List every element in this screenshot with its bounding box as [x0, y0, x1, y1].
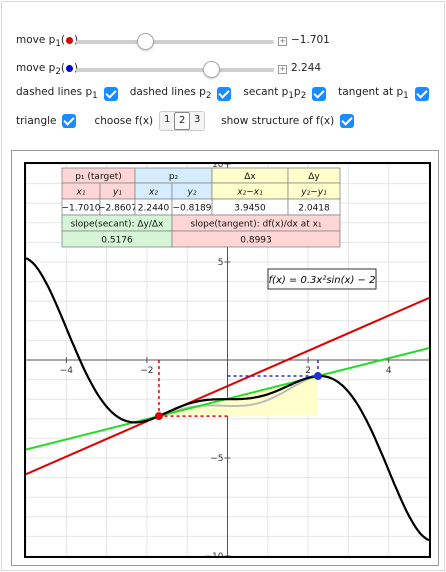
p1-point[interactable]: [154, 412, 163, 421]
secant-slope-label: slope(secant): Δy/Δx: [71, 220, 164, 230]
choose-f-option-3[interactable]: 3: [190, 112, 205, 130]
choose-f-option-2[interactable]: 2: [174, 112, 191, 130]
secant-checkbox[interactable]: [312, 86, 327, 101]
dashed-p1-checkbox[interactable]: [103, 86, 118, 101]
tangent-slope-value: 0.8993: [240, 236, 272, 246]
dashed-p2-label: dashed lines p2: [129, 86, 212, 102]
tangent-slope-value-cell: [171, 230, 341, 248]
x2-header: x₂: [148, 188, 158, 198]
p2-header: p₂: [169, 172, 179, 182]
p2-dot-icon: [66, 64, 74, 72]
x2-value: 2.2440: [138, 204, 170, 214]
structure-label: show structure of f(x): [221, 115, 335, 127]
p2-point[interactable]: [313, 372, 322, 381]
secant-slope-value: 0.5176: [101, 236, 133, 246]
checkbox-row-2: triangle choose f(x) 1 2 3 show structur…: [16, 111, 355, 131]
dy-formula: y₂−y₁: [300, 188, 327, 198]
dashed-p2-checkbox[interactable]: [217, 86, 232, 101]
checkbox-row-1: dashed lines p1 dashed lines p2 secant p…: [16, 86, 429, 101]
move-p1-slider-track[interactable]: [76, 40, 274, 44]
move-p1-row: move p1(): [16, 34, 78, 49]
move-p2-slider-thumb[interactable]: [202, 61, 220, 78]
move-p2-row: move p2(): [16, 62, 78, 77]
y1-value: −2.8607: [98, 204, 137, 214]
y2-value: −0.8189: [172, 204, 211, 214]
structure-checkbox[interactable]: [340, 114, 355, 128]
x-tick-label: −4: [60, 366, 74, 376]
p1-header: p₁ (target): [75, 172, 122, 182]
move-p2-expand-icon[interactable]: +: [278, 65, 287, 74]
choose-f-label: choose f(x): [94, 115, 154, 127]
y2-header: y₂: [187, 188, 197, 198]
plot-frame: −4 −2 2 4 10 5 −5 −10 f(x) = 0.3x²sin(x) − 2 p₁…: [11, 150, 439, 566]
tangent-checkbox[interactable]: [414, 86, 429, 101]
x-tick-label: 4: [386, 366, 392, 376]
move-p1-value: −1.701: [291, 34, 330, 46]
y-tick-label: 10: [212, 164, 224, 170]
function-plot[interactable]: −4 −2 2 4 10 5 −5 −10 f(x) = 0.3x²sin(x) − 2 p₁…: [25, 160, 430, 562]
dx-header: Δx: [244, 172, 256, 182]
function-curve: [25, 257, 430, 542]
triangle-checkbox[interactable]: [62, 114, 77, 128]
tangent-line: [25, 297, 430, 476]
move-p1-label: move p1(): [16, 34, 78, 49]
x-tick-label: 2: [305, 366, 311, 376]
structure-curve: [158, 375, 317, 418]
move-p2-value: 2.244: [291, 62, 322, 74]
y-tick-label: −5: [210, 454, 223, 464]
tangent-slope-label: slope(tangent): df(x)/dx at x₁: [190, 220, 321, 230]
x-tick-label: −2: [140, 366, 153, 376]
y-tick-label: 5: [218, 258, 224, 268]
move-p1-expand-icon[interactable]: +: [278, 37, 287, 46]
dy-header: Δy: [308, 172, 320, 182]
choose-f-option-1[interactable]: 1: [160, 112, 175, 130]
p1-dot-icon: [66, 36, 74, 44]
formula-box: f(x) = 0.3x²sin(x) − 2: [267, 268, 377, 290]
move-p1-slider-thumb[interactable]: [137, 33, 155, 50]
x1-value: −1.7010: [61, 204, 100, 214]
dx-formula: x₂−x₁: [236, 188, 263, 198]
dx-value: 3.9450: [234, 204, 266, 214]
plot-area: −4 −2 2 4 10 5 −5 −10 f(x) = 0.3x²sin(x) − 2 p₁…: [24, 160, 431, 562]
choose-f-setter: 1 2 3: [159, 111, 206, 131]
dy-value: 2.0418: [298, 204, 330, 214]
tangent-label: tangent at p1: [338, 86, 409, 102]
triangle-label: triangle: [16, 115, 57, 127]
move-p2-slider-track[interactable]: [76, 68, 274, 72]
secant-label: secant p1p2: [243, 86, 307, 102]
dashed-p1-label: dashed lines p1: [16, 86, 98, 102]
y1-header: y₁: [112, 188, 122, 198]
formula-text: f(x) = 0.3x²sin(x) − 2: [269, 275, 376, 286]
y-tick-label: −10: [205, 552, 224, 556]
move-p2-label: move p2(): [16, 62, 78, 77]
values-table: p₁ (target) p₂ Δx Δy x₁ y₁ x₂ y₂ x₂−x₁ y₂−y₁ −1.70…: [61, 167, 341, 248]
x1-header: x₁: [76, 188, 86, 198]
